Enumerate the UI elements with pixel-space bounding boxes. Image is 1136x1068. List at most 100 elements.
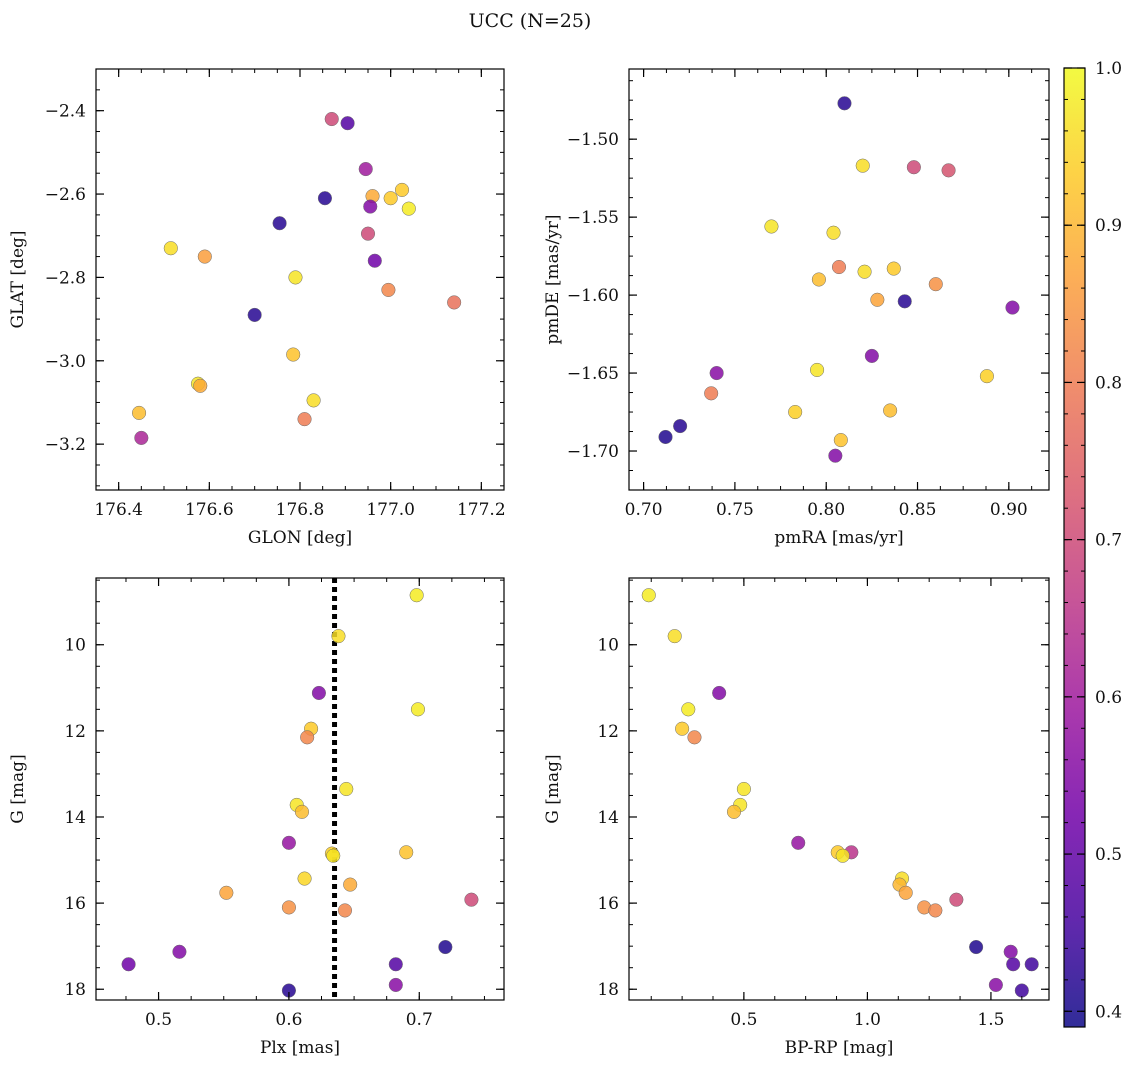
x-axis-label: BP-RP [mag] (785, 1038, 894, 1058)
y-axis-label: G [mag] (543, 754, 563, 823)
data-point (281, 835, 296, 850)
data-point (811, 272, 826, 287)
x-tick-label: 0.80 (807, 500, 845, 520)
y-tick-label: −2.8 (45, 268, 86, 288)
data-point (709, 366, 724, 381)
x-tick-label: 0.7 (406, 1010, 433, 1030)
data-point (383, 191, 398, 206)
y-tick-label: −2.4 (45, 102, 86, 122)
x-tick-label: 0.90 (990, 500, 1028, 520)
y-tick-label: −1.65 (567, 364, 619, 384)
data-point (317, 191, 332, 206)
data-point (288, 270, 303, 285)
data-point (928, 903, 943, 918)
data-point (219, 885, 234, 900)
data-point (247, 307, 262, 322)
x-tick-label: 0.70 (625, 500, 663, 520)
data-point (132, 405, 147, 420)
data-point (736, 781, 751, 797)
data-point (681, 702, 696, 717)
data-point (409, 588, 424, 603)
data-point (906, 160, 921, 175)
data-point (941, 163, 956, 178)
y-tick-label: −1.60 (567, 286, 619, 306)
data-point (337, 903, 353, 918)
colorbar-tick-label: 0.8 (1095, 373, 1122, 393)
data-point (675, 721, 690, 736)
data-point (883, 403, 898, 418)
data-point (687, 730, 702, 745)
x-tick-label: 0.5 (145, 1010, 172, 1030)
data-point (673, 419, 688, 434)
data-point (828, 448, 843, 463)
data-point (388, 977, 403, 992)
data-point (712, 685, 727, 701)
data-point (294, 804, 310, 819)
y-tick-label: 16 (64, 894, 86, 914)
y-tick-label: −1.50 (567, 130, 619, 150)
y-tick-label: 18 (64, 980, 86, 1000)
data-point (381, 282, 396, 297)
y-tick-label: 10 (64, 636, 86, 656)
data-point (898, 885, 913, 900)
data-point (1014, 983, 1029, 998)
scatter-panel-4: 0.5 1.0 1.5 10 12 14 16 18 BP-RP [mag] G [mag] (543, 577, 1050, 1058)
data-point (324, 111, 339, 127)
data-point (360, 226, 376, 241)
y-axis-label: pmDE [mas/yr] (543, 214, 563, 344)
data-point (928, 277, 943, 292)
y-tick-label: −3.2 (45, 435, 86, 455)
ticks (629, 578, 1049, 1000)
x-tick-label: 0.6 (275, 1010, 302, 1030)
data-point (864, 348, 879, 363)
data-point (764, 219, 779, 234)
data-point (447, 295, 462, 310)
scatter-panel-2: 0.70 0.75 0.80 0.85 0.90 −1.70 −1.65 −1.60 −1.55… (543, 68, 1050, 548)
data-point (272, 216, 287, 231)
colorbar-tick-label: 0.7 (1095, 531, 1122, 551)
colorbar-tick-label: 0.5 (1095, 845, 1122, 865)
colorbar-tick-label: 1.0 (1095, 59, 1122, 79)
data-point (410, 702, 426, 717)
data-point (886, 261, 901, 276)
data-point (340, 116, 355, 131)
data-point (831, 259, 847, 275)
colorbar-tick-label: 0.4 (1095, 1002, 1122, 1022)
data-point (1006, 957, 1021, 972)
x-tick-label: 177.0 (366, 500, 415, 520)
colorbar-frame (1063, 67, 1086, 1028)
x-tick-label: 1.0 (854, 1010, 881, 1030)
data-point (1003, 944, 1018, 959)
x-tick-label: 0.85 (899, 500, 937, 520)
y-tick-label: 14 (64, 808, 86, 828)
y-axis-label: GLAT [deg] (8, 230, 28, 328)
data-point (297, 871, 312, 886)
scatter-panel-3: 0.5 0.6 0.7 10 12 14 16 18 Plx [mas] G [mag] (8, 577, 505, 1058)
data-point (726, 804, 742, 819)
x-axis-label: pmRA [mas/yr] (774, 528, 903, 548)
data-point (394, 182, 410, 197)
data-point (791, 835, 806, 850)
y-tick-label: 12 (64, 722, 86, 742)
axes-frame (628, 577, 1050, 1001)
data-point (300, 730, 315, 745)
data-point (343, 877, 358, 892)
data-point (297, 412, 312, 427)
y-tick-label: 14 (597, 808, 619, 828)
data-point (1024, 957, 1039, 972)
x-tick-label: 0.75 (716, 500, 754, 520)
colorbar-gradient (1064, 68, 1085, 1027)
y-tick-label: −2.6 (45, 185, 86, 205)
data-point (388, 957, 403, 972)
data-point (641, 588, 656, 603)
x-tick-label: 1.5 (977, 1010, 1004, 1030)
colorbar-tick-label: 0.6 (1095, 688, 1122, 708)
figure-title: UCC (N=25) (469, 10, 592, 32)
data-point (286, 347, 301, 362)
x-axis-label: GLON [deg] (248, 528, 352, 548)
data-point (163, 241, 178, 256)
data-point (331, 629, 346, 644)
data-point (658, 429, 673, 445)
x-tick-label: 0.5 (730, 1010, 757, 1030)
